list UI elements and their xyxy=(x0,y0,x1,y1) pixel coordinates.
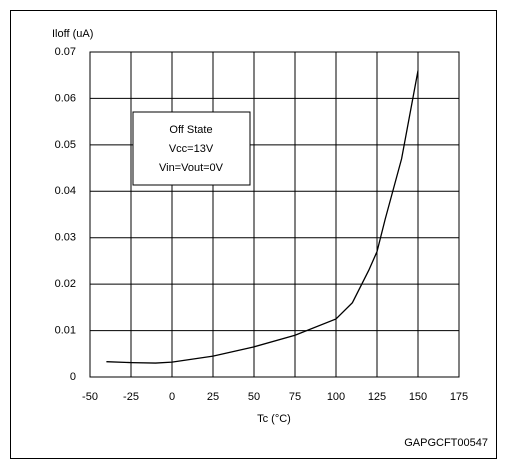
x-tick-label: 75 xyxy=(289,391,301,403)
x-axis-label: Tc (°C) xyxy=(257,413,291,425)
y-tick-label: 0.04 xyxy=(55,185,76,197)
y-tick-label: 0.02 xyxy=(55,278,76,290)
x-tick-label: -25 xyxy=(123,391,139,403)
x-tick-label: 150 xyxy=(409,391,427,403)
y-tick-label: 0.01 xyxy=(55,324,76,336)
x-tick-label: 125 xyxy=(368,391,386,403)
x-tick-label: 100 xyxy=(327,391,345,403)
data-line xyxy=(106,70,419,364)
x-tick-label: 175 xyxy=(450,391,468,403)
y-tick-label: 0.06 xyxy=(55,92,76,104)
x-tick-label: 25 xyxy=(207,391,219,403)
x-tick-label: 50 xyxy=(248,391,260,403)
annotation-text: Vcc=13V xyxy=(169,143,214,155)
annotation-box xyxy=(132,111,251,186)
y-tick-label: 0.03 xyxy=(55,232,76,244)
annotation-text: Off State xyxy=(169,124,212,136)
x-tick-label: -50 xyxy=(82,391,98,403)
y-axis-label: Iloff (uA) xyxy=(52,28,93,40)
y-tick-label: 0.05 xyxy=(55,139,76,151)
source-label: GAPGCFT00547 xyxy=(404,437,488,449)
x-tick-label: 0 xyxy=(169,391,175,403)
frame xyxy=(10,10,497,459)
y-tick-label: 0.07 xyxy=(55,46,76,58)
y-tick-label: 0 xyxy=(70,371,76,383)
plot-border xyxy=(89,51,460,378)
annotation-text: Vin=Vout=0V xyxy=(159,162,224,174)
